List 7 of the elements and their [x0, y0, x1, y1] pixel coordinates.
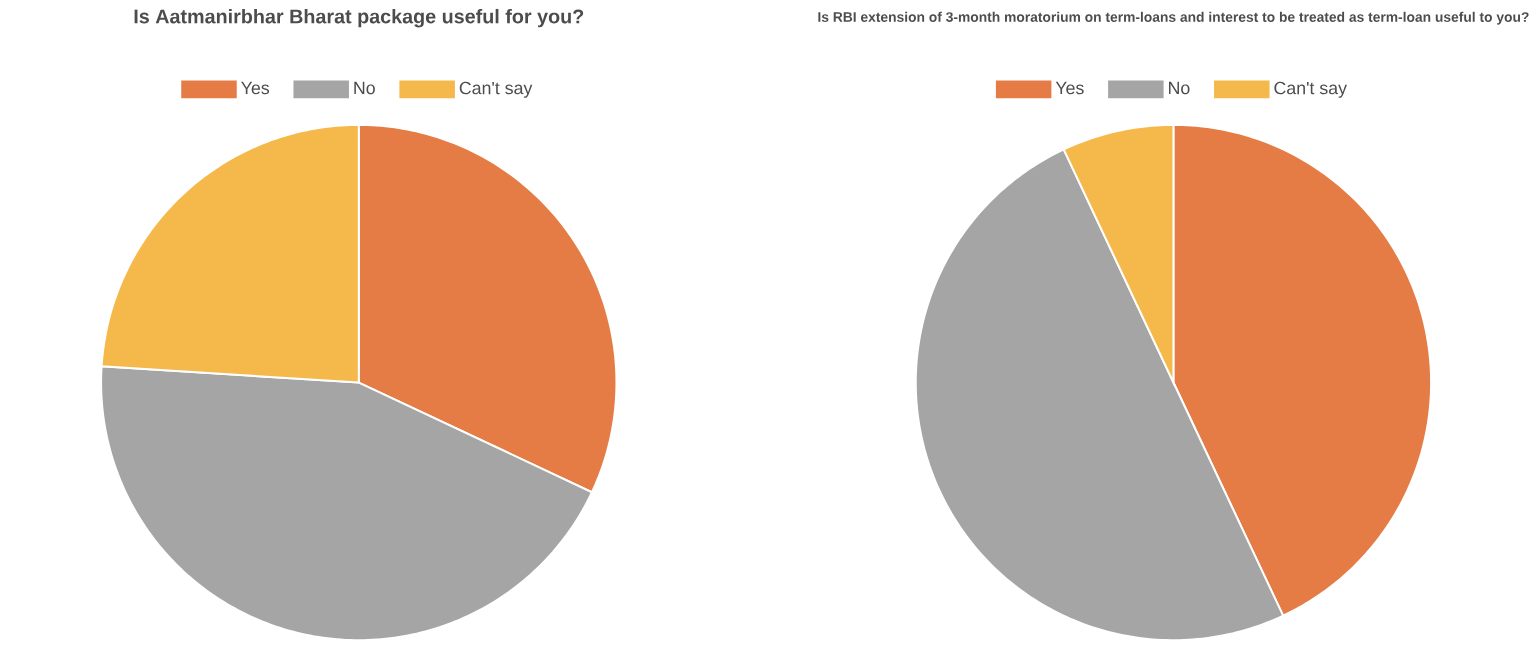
legend-label: Can't say: [1274, 81, 1347, 98]
legend-label: Yes: [1055, 81, 1084, 95]
legend-label: No: [354, 81, 375, 95]
legend-label: Yes: [241, 81, 270, 95]
chart-title: Is Aatmanirbhar Bharat package useful for you?: [134, 8, 584, 28]
legend-label: Can't say: [459, 81, 533, 98]
legend-label: No: [1169, 81, 1190, 95]
